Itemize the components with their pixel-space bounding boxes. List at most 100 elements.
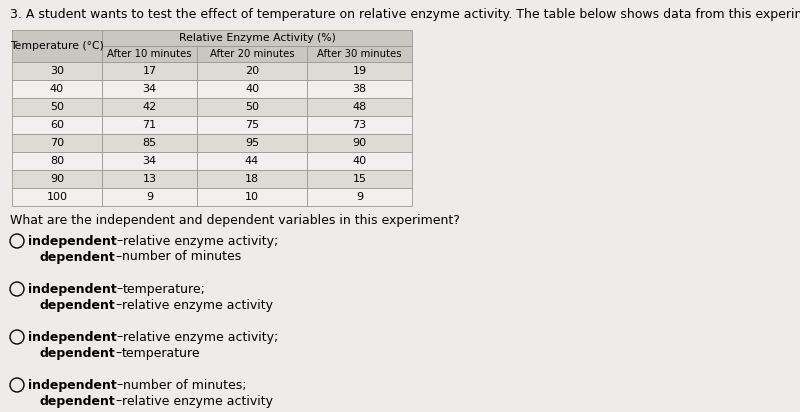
Bar — [12, 134, 102, 152]
Bar — [12, 152, 102, 170]
Text: –: – — [116, 250, 122, 264]
Bar — [307, 152, 412, 170]
Text: 80: 80 — [50, 156, 64, 166]
Text: 38: 38 — [353, 84, 366, 94]
Text: –: – — [116, 346, 122, 360]
Bar — [197, 152, 307, 170]
Text: 90: 90 — [353, 138, 366, 148]
Text: 100: 100 — [46, 192, 67, 202]
Text: Relative Enzyme Activity (%): Relative Enzyme Activity (%) — [178, 33, 335, 43]
Text: 85: 85 — [142, 138, 157, 148]
Bar — [197, 170, 307, 188]
Bar — [307, 80, 412, 98]
Text: dependent: dependent — [40, 299, 116, 311]
Bar — [102, 134, 197, 152]
Text: 20: 20 — [245, 66, 259, 76]
Text: 30: 30 — [50, 66, 64, 76]
Bar — [102, 80, 197, 98]
Text: 60: 60 — [50, 120, 64, 130]
Text: 18: 18 — [245, 174, 259, 184]
Bar — [12, 116, 102, 134]
Text: 44: 44 — [245, 156, 259, 166]
Text: 34: 34 — [142, 156, 157, 166]
Text: independent: independent — [28, 283, 117, 295]
Text: –: – — [117, 283, 123, 295]
Text: 34: 34 — [142, 84, 157, 94]
Bar — [307, 170, 412, 188]
Text: 40: 40 — [245, 84, 259, 94]
Text: 9: 9 — [146, 192, 153, 202]
Bar — [102, 152, 197, 170]
Text: relative enzyme activity: relative enzyme activity — [122, 395, 273, 407]
Bar — [197, 46, 307, 62]
Text: –: – — [117, 234, 123, 248]
Text: –: – — [116, 299, 122, 311]
Text: 50: 50 — [50, 102, 64, 112]
Bar — [197, 80, 307, 98]
Text: relative enzyme activity: relative enzyme activity — [122, 299, 273, 311]
Bar — [307, 134, 412, 152]
Bar — [102, 116, 197, 134]
Text: 90: 90 — [50, 174, 64, 184]
Bar — [12, 30, 102, 62]
Text: After 10 minutes: After 10 minutes — [107, 49, 192, 59]
Text: 10: 10 — [245, 192, 259, 202]
Bar — [12, 62, 102, 80]
Bar — [102, 46, 197, 62]
Text: 15: 15 — [353, 174, 366, 184]
Text: Temperature (°C): Temperature (°C) — [10, 41, 104, 51]
Bar — [307, 62, 412, 80]
Text: 9: 9 — [356, 192, 363, 202]
Text: number of minutes: number of minutes — [122, 250, 242, 264]
Bar — [102, 188, 197, 206]
Text: 95: 95 — [245, 138, 259, 148]
Text: relative enzyme activity;: relative enzyme activity; — [123, 330, 278, 344]
Bar — [102, 30, 412, 46]
Bar — [197, 188, 307, 206]
Text: dependent: dependent — [40, 250, 116, 264]
Text: 75: 75 — [245, 120, 259, 130]
Text: 13: 13 — [142, 174, 157, 184]
Text: independent: independent — [28, 379, 117, 391]
Text: temperature: temperature — [122, 346, 201, 360]
Text: What are the independent and dependent variables in this experiment?: What are the independent and dependent v… — [10, 214, 460, 227]
Bar — [197, 134, 307, 152]
Text: –: – — [117, 379, 123, 391]
Bar — [307, 116, 412, 134]
Text: –: – — [116, 395, 122, 407]
Text: 40: 40 — [50, 84, 64, 94]
Bar — [197, 62, 307, 80]
Bar — [307, 46, 412, 62]
Text: 48: 48 — [352, 102, 366, 112]
Bar — [12, 188, 102, 206]
Bar — [197, 116, 307, 134]
Text: After 20 minutes: After 20 minutes — [210, 49, 294, 59]
Bar — [12, 170, 102, 188]
Text: After 30 minutes: After 30 minutes — [317, 49, 402, 59]
Text: temperature;: temperature; — [123, 283, 206, 295]
Bar — [102, 98, 197, 116]
Text: independent: independent — [28, 330, 117, 344]
Text: 40: 40 — [353, 156, 366, 166]
Bar — [12, 80, 102, 98]
Bar — [102, 170, 197, 188]
Text: independent: independent — [28, 234, 117, 248]
Text: 73: 73 — [353, 120, 366, 130]
Text: –: – — [117, 330, 123, 344]
Bar — [307, 188, 412, 206]
Text: 17: 17 — [142, 66, 157, 76]
Text: 70: 70 — [50, 138, 64, 148]
Bar — [12, 98, 102, 116]
Text: number of minutes;: number of minutes; — [123, 379, 246, 391]
Text: 50: 50 — [245, 102, 259, 112]
Text: dependent: dependent — [40, 346, 116, 360]
Text: relative enzyme activity;: relative enzyme activity; — [123, 234, 278, 248]
Text: 42: 42 — [142, 102, 157, 112]
Bar — [307, 98, 412, 116]
Text: 71: 71 — [142, 120, 157, 130]
Bar — [102, 62, 197, 80]
Text: 3. A student wants to test the effect of temperature on relative enzyme activity: 3. A student wants to test the effect of… — [10, 8, 800, 21]
Text: dependent: dependent — [40, 395, 116, 407]
Bar — [197, 98, 307, 116]
Text: 19: 19 — [353, 66, 366, 76]
